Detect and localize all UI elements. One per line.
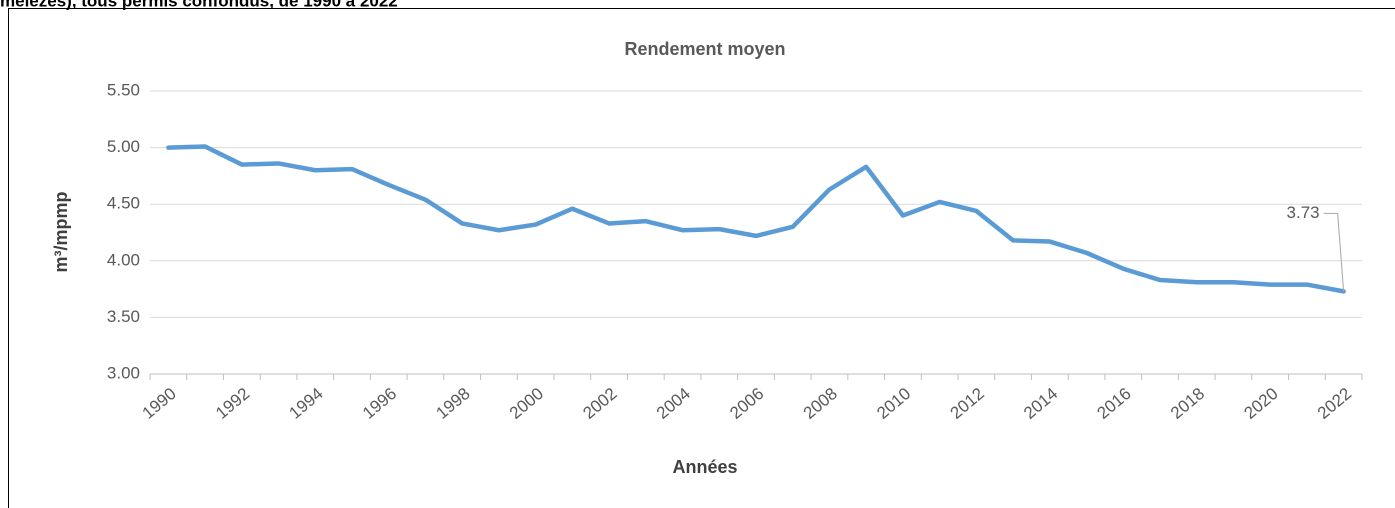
- data-line: [166, 144, 1346, 294]
- chart-frame: [8, 8, 1395, 508]
- x-tick-label: 1994: [286, 384, 327, 423]
- y-tick-label: 4.50: [107, 194, 140, 213]
- y-tick-label: 5.00: [107, 137, 140, 156]
- label-leader: [1323, 212, 1345, 292]
- x-tick-label: 2004: [653, 384, 694, 423]
- y-axis-label: m³/mpmp: [51, 191, 71, 272]
- y-tick-label: 5.50: [107, 80, 140, 99]
- x-tick-label: 2012: [947, 384, 988, 423]
- x-tick-label: 1996: [359, 384, 400, 423]
- x-tick-label: 2006: [726, 384, 767, 423]
- x-tick-label: 2002: [579, 384, 620, 423]
- x-tick-label: 2000: [506, 384, 547, 423]
- x-tick-label: 2018: [1167, 384, 1208, 423]
- x-tick-label: 2010: [873, 384, 914, 423]
- x-tick-label: 2014: [1020, 384, 1061, 423]
- x-tick-label: 2016: [1094, 384, 1135, 423]
- x-tick-label: 2008: [800, 384, 841, 423]
- y-tick-label: 3.50: [107, 307, 140, 326]
- y-tick-label: 3.00: [107, 363, 140, 382]
- page-header: mélèzes), tous permis confondus, de 1990…: [0, 0, 398, 10]
- y-tick-label: 4.00: [107, 250, 140, 269]
- x-tick-label: 1990: [139, 384, 180, 423]
- x-tick-label: 2020: [1240, 384, 1281, 423]
- x-axis-label: Années: [672, 457, 737, 477]
- x-tick-label: 1992: [212, 384, 253, 423]
- data-label: 3.73: [1287, 203, 1320, 222]
- x-tick-label: 1998: [432, 384, 473, 423]
- chart-title: Rendement moyen: [624, 39, 785, 59]
- x-tick-label: 2022: [1314, 384, 1355, 423]
